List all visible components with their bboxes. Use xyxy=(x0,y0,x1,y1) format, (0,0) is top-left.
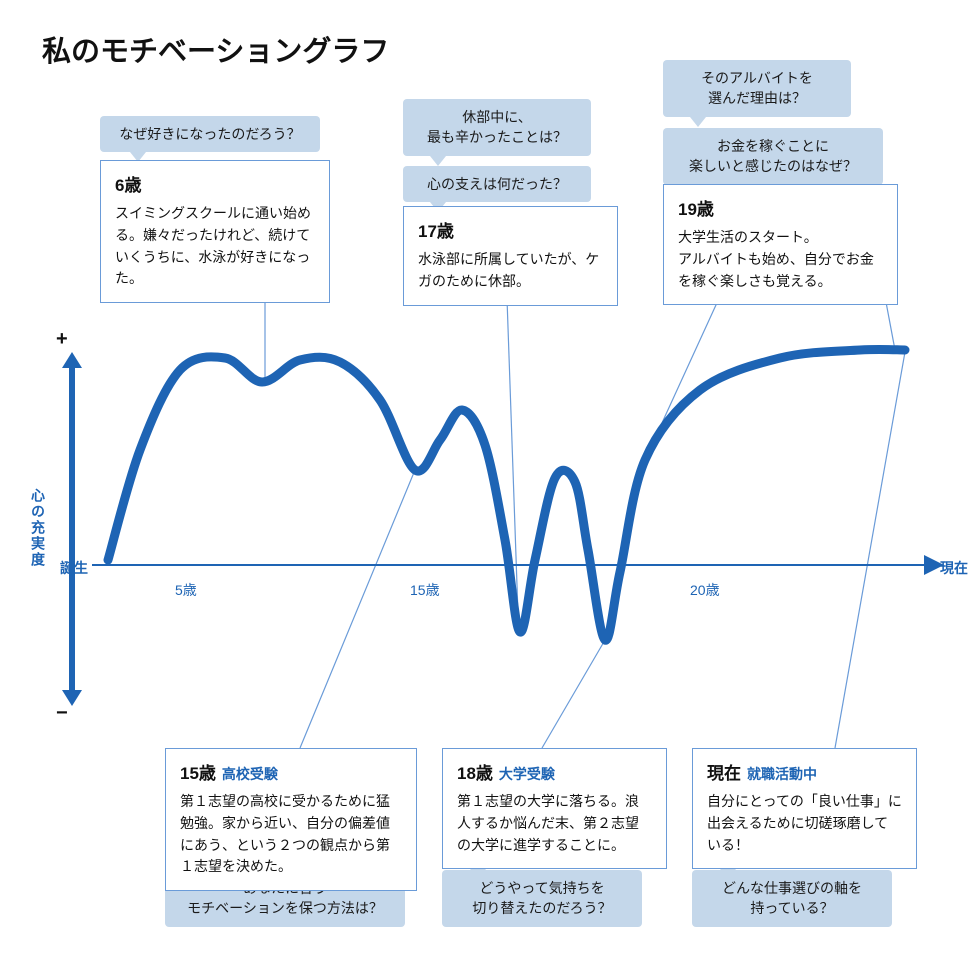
note-subtitle: 就職活動中 xyxy=(747,766,817,782)
note-now: 現在就職活動中自分にとっての「良い仕事」に出会えるために切磋琢磨している！ xyxy=(692,748,917,869)
note-17: 17歳水泳部に所属していたが、ケガのために休部。 xyxy=(403,206,618,306)
note-age: 6歳 xyxy=(115,173,141,199)
note-age: 17歳 xyxy=(418,219,454,245)
note-body: スイミングスクールに通い始める。嫌々だったけれど、続けていくうちに、水泳が好きに… xyxy=(115,203,315,290)
note-18: 18歳大学受験第１志望の大学に落ちる。浪人するか悩んだ末、第２志望の大学に進学す… xyxy=(442,748,667,869)
y-minus: − xyxy=(56,702,68,725)
q-job-axis: どんな仕事選びの軸を 持っている？ xyxy=(692,870,892,927)
x-axis-start-label: 誕生 xyxy=(60,558,88,578)
note-age: 現在 xyxy=(707,761,741,787)
note-subtitle: 高校受験 xyxy=(222,766,278,782)
note-subtitle: 大学受験 xyxy=(499,766,555,782)
note-15: 15歳高校受験第１志望の高校に受かるために猛勉強。家から近い、自分の偏差値にあう… xyxy=(165,748,417,891)
x-tick-label: 5歳 xyxy=(175,580,197,600)
y-plus: + xyxy=(56,328,68,351)
connector-line xyxy=(300,470,415,748)
q-why-fun-earning: お金を稼ぐことに 楽しいと感じたのはなぜ？ xyxy=(663,128,883,185)
note-age: 19歳 xyxy=(678,197,714,223)
note-body: 第１志望の高校に受かるために猛勉強。家から近い、自分の偏差値にあう、という２つの… xyxy=(180,791,402,878)
x-tick-label: 20歳 xyxy=(690,580,720,600)
q-why-like: なぜ好きになったのだろう？ xyxy=(100,116,320,152)
q-hardest-during-break: 休部中に、 最も辛かったことは？ xyxy=(403,99,591,156)
note-body: 大学生活のスタート。 アルバイトも始め、自分でお金を稼ぐ楽しさも覚える。 xyxy=(678,227,883,292)
note-19: 19歳大学生活のスタート。 アルバイトも始め、自分でお金を稼ぐ楽しさも覚える。 xyxy=(663,184,898,305)
motivation-curve xyxy=(108,349,905,640)
bubble-tail xyxy=(690,117,706,127)
y-axis-label: 心の充実度 xyxy=(28,488,48,568)
connector-line xyxy=(506,270,518,614)
connector-line xyxy=(835,352,905,748)
x-axis-end-label: 現在 xyxy=(940,558,968,578)
q-why-parttime: そのアルバイトを 選んだ理由は？ xyxy=(663,60,851,117)
note-age: 15歳 xyxy=(180,761,216,787)
x-tick-label: 15歳 xyxy=(410,580,440,600)
note-age: 18歳 xyxy=(457,761,493,787)
note-body: 自分にとっての「良い仕事」に出会えるために切磋琢磨している！ xyxy=(707,791,902,856)
connector-line xyxy=(542,640,605,748)
y-axis-arrow xyxy=(62,352,82,706)
q-switch-feelings: どうやって気持ちを 切り替えたのだろう？ xyxy=(442,870,642,927)
bubble-tail xyxy=(430,156,446,166)
note-body: 水泳部に所属していたが、ケガのために休部。 xyxy=(418,249,603,292)
note-6: 6歳スイミングスクールに通い始める。嫌々だったけれど、続けていくうちに、水泳が好… xyxy=(100,160,330,303)
q-mental-support: 心の支えは何だった？ xyxy=(403,166,591,202)
note-body: 第１志望の大学に落ちる。浪人するか悩んだ末、第２志望の大学に進学することに。 xyxy=(457,791,652,856)
page-title: 私のモチベーショングラフ xyxy=(42,28,389,70)
